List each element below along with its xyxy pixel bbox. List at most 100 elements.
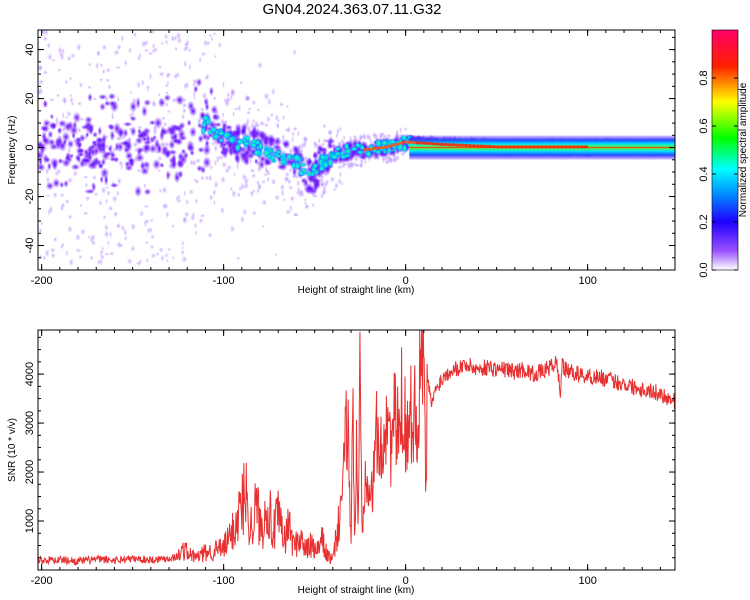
- spectral-noise-blob: [176, 36, 183, 45]
- spectral-power-blob: [153, 116, 163, 130]
- spectral-noise-blob: [69, 92, 73, 99]
- spectral-noise-blob: [143, 182, 147, 190]
- spectral-noise-blob: [78, 203, 83, 208]
- spectral-power-blob: [108, 156, 119, 162]
- spectral-noise-blob: [158, 246, 164, 254]
- spectral-power-blob: [186, 119, 192, 127]
- spectral-noise-blob: [165, 90, 170, 96]
- spectral-noise-blob: [296, 130, 300, 138]
- spectral-noise-blob: [171, 223, 175, 229]
- spectral-noise-blob: [208, 33, 213, 38]
- spectral-peak-blob: [387, 139, 398, 145]
- spectral-noise-blob: [98, 258, 104, 267]
- spectral-noise-blob: [246, 117, 250, 126]
- spectral-noise-blob: [181, 255, 188, 264]
- spectral-power-blob: [91, 181, 97, 193]
- spectral-max-dot: [483, 144, 488, 148]
- spectral-noise-blob: [136, 167, 141, 174]
- spectral-noise-blob: [284, 208, 292, 215]
- spectral-noise-blob: [276, 122, 280, 130]
- x-tick-label: -100: [213, 275, 235, 287]
- spectral-noise-blob: [92, 97, 98, 101]
- spectral-max-dot: [539, 145, 544, 149]
- y-tick-label: -20: [24, 189, 36, 205]
- spectral-noise-blob: [363, 159, 367, 166]
- spectral-power-blob: [241, 125, 247, 135]
- spectral-noise-blob: [109, 230, 113, 239]
- spectral-noise-blob: [116, 94, 120, 104]
- spectral-power-blob: [169, 123, 177, 136]
- spectral-noise-blob: [164, 83, 170, 88]
- spectral-noise-blob: [161, 185, 168, 195]
- spectral-noise-blob: [83, 175, 89, 180]
- spectral-noise-blob: [195, 14, 201, 20]
- spectral-power-blob: [107, 92, 117, 101]
- spectral-max-dot: [459, 143, 464, 147]
- spectral-noise-blob: [44, 248, 50, 258]
- spectral-max-dot: [407, 140, 412, 144]
- spectral-noise-blob: [242, 208, 248, 216]
- spectral-noise-blob: [85, 195, 91, 202]
- spectral-noise-blob: [70, 101, 75, 107]
- spectral-noise-blob: [52, 236, 58, 243]
- spectral-noise-blob: [74, 233, 82, 242]
- spectral-noise-blob: [50, 252, 57, 259]
- spectral-noise-blob: [130, 244, 136, 253]
- spectral-noise-blob: [106, 189, 111, 197]
- spectral-noise-blob: [160, 41, 164, 46]
- spectral-noise-blob: [98, 77, 104, 82]
- spectral-max-dot: [499, 145, 504, 149]
- spectral-noise-blob: [164, 32, 169, 41]
- spectral-noise-blob: [139, 210, 144, 218]
- spectral-max-dot: [583, 145, 589, 149]
- spectral-power-blob: [196, 122, 203, 129]
- spectral-power-blob: [44, 156, 51, 163]
- spectral-noise-blob: [213, 180, 219, 189]
- spectral-noise-blob: [221, 80, 225, 89]
- spectral-noise-blob: [55, 93, 61, 98]
- spectral-power-blob: [200, 165, 207, 175]
- spectral-power-blob: [143, 143, 151, 151]
- spectral-power-blob: [141, 105, 148, 118]
- spectral-noise-blob: [199, 107, 205, 112]
- spectral-power-blob: [208, 86, 215, 97]
- spectral-noise-blob: [94, 61, 100, 70]
- spectral-noise-blob: [103, 223, 109, 232]
- spectral-noise-blob: [149, 218, 155, 223]
- spectral-max-dot: [547, 145, 552, 149]
- spectral-max-dot: [387, 144, 392, 148]
- spectral-noise-blob: [66, 225, 73, 234]
- spectral-power-blob: [109, 129, 116, 142]
- spectral-noise-blob: [123, 235, 128, 242]
- spectral-noise-blob: [158, 188, 163, 194]
- spectral-noise-blob: [60, 55, 65, 61]
- spectral-noise-blob: [274, 193, 281, 202]
- snr-frame: [37, 329, 676, 571]
- spectral-noise-blob: [151, 30, 155, 36]
- spectral-power-blob: [51, 159, 58, 172]
- spectral-noise-blob: [251, 210, 258, 216]
- spectral-noise-blob: [103, 230, 110, 239]
- spectral-power-blob: [64, 155, 71, 161]
- spectral-noise-blob: [271, 87, 276, 96]
- spectral-noise-blob: [101, 68, 106, 76]
- spectral-noise-blob: [102, 214, 107, 221]
- spectral-max-dot: [431, 142, 436, 146]
- spectral-power-blob: [63, 121, 73, 132]
- spectral-noise-blob: [60, 192, 65, 198]
- y-tick-label: 20: [24, 92, 36, 104]
- spectral-power-blob: [165, 169, 171, 181]
- spectral-power-blob: [107, 144, 113, 153]
- spectral-noise-blob: [100, 186, 107, 195]
- spectral-noise-blob: [160, 254, 165, 262]
- spectral-noise-blob: [189, 214, 196, 222]
- spectral-noise-blob: [335, 127, 341, 136]
- spectral-noise-blob: [279, 183, 286, 191]
- spectral-power-blob: [42, 99, 49, 109]
- spectral-peak-blob: [209, 125, 218, 134]
- spectral-power-blob: [70, 163, 81, 171]
- spectral-power-blob: [97, 125, 103, 137]
- colorbar-tick-label: 0.0: [698, 262, 710, 277]
- spectral-noise-blob: [180, 249, 185, 256]
- spectral-max-dot: [491, 145, 496, 149]
